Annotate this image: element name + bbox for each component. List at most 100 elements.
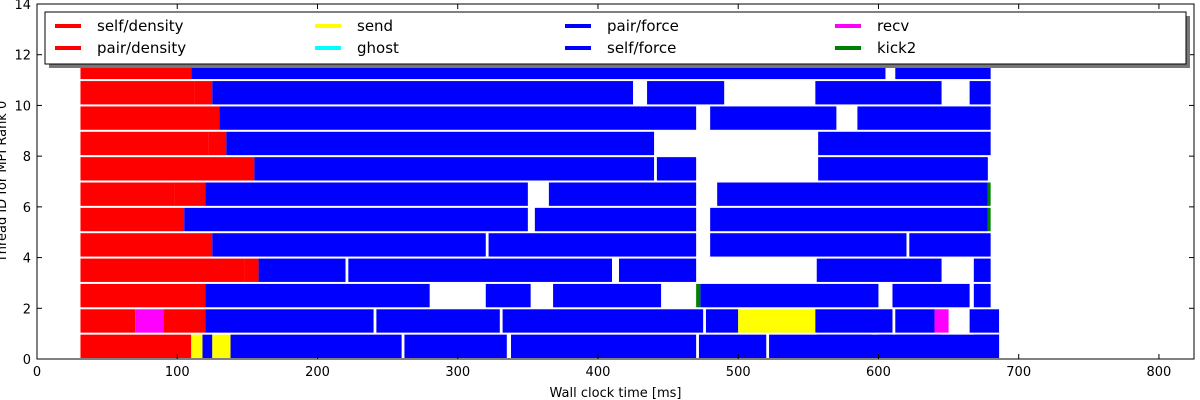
task-bar-thread-1-0 (80, 309, 136, 333)
task-bar-thread-10-4 (815, 81, 942, 105)
y-tick-label: 4 (23, 252, 31, 267)
task-bar-thread-5-4 (987, 207, 991, 232)
x-tick-label: 100 (165, 365, 190, 380)
y-tick-label: 6 (23, 201, 31, 216)
task-bar-thread-4-1 (212, 233, 486, 257)
task-bar-thread-4-0 (80, 233, 213, 257)
task-bar-thread-1-3 (205, 309, 374, 333)
task-bar-thread-7-1 (254, 157, 655, 181)
legend-box (44, 11, 1187, 65)
x-axis-ticks: 0 100 200 300 400 500 600 700 800 (33, 4, 1171, 380)
y-tick-label: 10 (14, 99, 31, 114)
task-bar-thread-1-6 (705, 309, 739, 333)
task-bar-thread-0-5 (404, 334, 507, 358)
task-bar-thread-9-1 (219, 106, 697, 130)
task-bar-thread-7-0 (80, 157, 255, 181)
task-bar-thread-6-4 (717, 182, 988, 206)
task-bar-thread-3-6 (973, 258, 991, 282)
y-tick-label: 0 (23, 353, 31, 368)
task-bar-thread-8-1 (208, 131, 227, 156)
task-bar-thread-1-11 (969, 309, 1000, 333)
task-bar-thread-2-2 (485, 283, 531, 308)
x-tick-label: 500 (726, 365, 751, 380)
task-bar-thread-9-3 (857, 106, 991, 130)
task-bar-thread-0-7 (698, 334, 767, 358)
task-bar-thread-5-2 (534, 207, 697, 232)
x-tick-label: 700 (1006, 365, 1031, 380)
task-bar-thread-10-3 (647, 81, 725, 105)
task-bar-thread-6-0 (80, 182, 175, 206)
legend-label-3: ghost (357, 39, 399, 57)
task-bar-thread-1-10 (934, 309, 949, 333)
task-bar-thread-6-2 (205, 182, 528, 206)
task-bar-thread-1-1 (135, 309, 164, 333)
y-axis-label: Thread ID for MPI Rank 0 (0, 101, 10, 263)
y-tick-label: 12 (14, 49, 31, 64)
x-tick-label: 600 (866, 365, 891, 380)
legend-label-0: self/density (97, 17, 184, 35)
task-bar-thread-8-3 (818, 131, 991, 156)
task-bar-thread-9-2 (710, 106, 837, 130)
x-axis-label: Wall clock time [ms] (550, 386, 682, 400)
task-bar-thread-6-5 (987, 182, 991, 206)
task-bar-thread-3-5 (816, 258, 942, 282)
task-bar-thread-2-4 (696, 283, 701, 308)
legend-label-4: pair/force (607, 17, 679, 35)
task-bar-thread-4-3 (710, 233, 907, 257)
task-bar-thread-8-0 (80, 131, 209, 156)
task-bar-thread-10-5 (969, 81, 991, 105)
legend-label-7: kick2 (877, 39, 916, 57)
task-bar-thread-0-10 (816, 334, 872, 358)
task-bar-thread-0-12 (973, 334, 1000, 358)
task-bar-thread-9-0 (80, 106, 220, 130)
task-bar-thread-7-3 (818, 157, 988, 181)
task-bar-thread-5-3 (710, 207, 988, 232)
task-bar-thread-2-5 (700, 283, 879, 308)
task-bar-thread-1-9 (895, 309, 935, 333)
legend-label-1: pair/density (97, 39, 186, 57)
x-tick-label: 0 (33, 365, 41, 380)
task-bar-thread-3-1 (244, 258, 259, 282)
task-bar-thread-3-3 (348, 258, 612, 282)
task-bar-thread-6-3 (548, 182, 697, 206)
task-bar-thread-10-2 (212, 81, 634, 105)
task-bar-thread-2-7 (973, 283, 991, 308)
task-bar-thread-1-5 (502, 309, 704, 333)
legend-label-2: send (357, 17, 393, 35)
task-bar-thread-3-2 (258, 258, 346, 282)
x-tick-label: 800 (1147, 365, 1172, 380)
task-bar-thread-4-2 (488, 233, 697, 257)
x-tick-label: 200 (305, 365, 330, 380)
legend: self/density pair/density send ghost pair/fo… (44, 11, 1190, 68)
task-bar-thread-2-1 (205, 283, 430, 308)
task-bar-thread-0-4 (230, 334, 402, 358)
legend-label-5: self/force (607, 39, 676, 57)
x-tick-label: 400 (586, 365, 611, 380)
task-bar-thread-2-3 (553, 283, 662, 308)
task-bar-thread-1-2 (163, 309, 206, 333)
task-bars (80, 55, 1000, 358)
task-bar-thread-0-1 (191, 334, 203, 358)
task-bar-thread-1-8 (815, 309, 893, 333)
task-bar-thread-7-2 (656, 157, 697, 181)
task-bar-thread-2-6 (892, 283, 970, 308)
task-bar-thread-1-7 (738, 309, 816, 333)
task-bar-thread-0-11 (878, 334, 942, 358)
task-bar-thread-0-0 (80, 334, 192, 358)
task-bar-thread-3-0 (80, 258, 245, 282)
task-bar-thread-2-0 (80, 283, 206, 308)
task-bar-thread-0-3 (212, 334, 231, 358)
y-axis-ticks: 0 2 4 6 8 10 12 14 (14, 0, 1194, 368)
x-tick-label: 300 (445, 365, 470, 380)
task-bar-thread-10-0 (80, 81, 195, 105)
task-bar-thread-6-1 (174, 182, 206, 206)
task-bar-thread-8-2 (226, 131, 655, 156)
plot-area-frame (36, 3, 1195, 360)
y-tick-label: 14 (14, 0, 31, 13)
legend-label-6: recv (877, 17, 909, 35)
task-bar-thread-10-1 (194, 81, 213, 105)
task-bar-thread-4-4 (909, 233, 991, 257)
task-bar-thread-5-0 (80, 207, 185, 232)
task-bar-thread-0-2 (202, 334, 213, 358)
